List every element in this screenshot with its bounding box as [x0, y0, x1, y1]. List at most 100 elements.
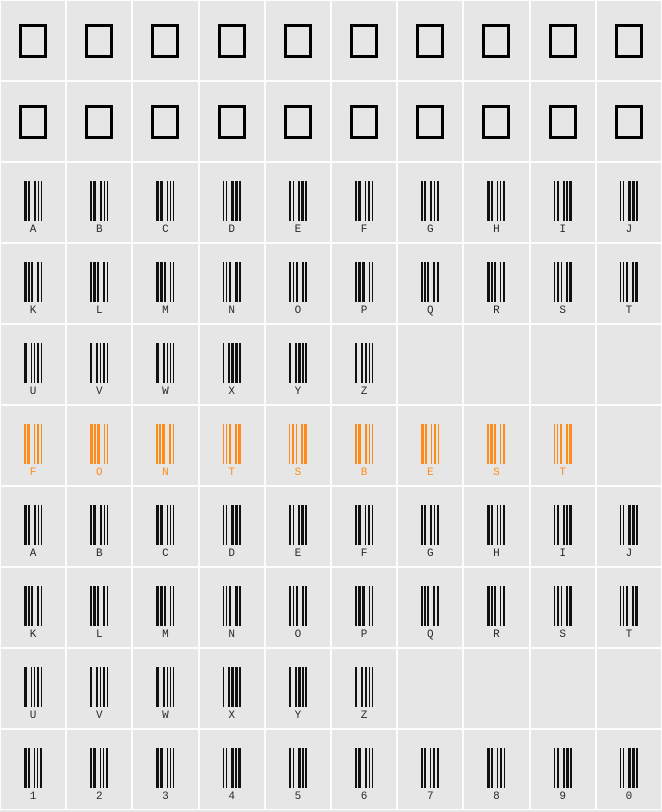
glyph-cell-box: [66, 81, 132, 162]
box-glyph: [151, 105, 179, 139]
glyph-wrap: L: [90, 244, 108, 323]
glyph-wrap: 1: [24, 730, 42, 809]
barcode-glyph: [156, 667, 174, 707]
glyph-wrap: F: [24, 406, 42, 485]
barcode-glyph: [421, 424, 439, 464]
glyph-cell: S: [265, 405, 331, 486]
glyph-cell: F: [331, 162, 397, 243]
glyph-wrap: S: [289, 406, 307, 485]
glyph-wrap: X: [223, 325, 241, 404]
glyph-label: M: [162, 306, 169, 317]
barcode-glyph: [554, 262, 572, 302]
glyph-wrap: E: [289, 163, 307, 242]
glyph-cell: N: [199, 243, 265, 324]
glyph-wrap: R: [487, 244, 505, 323]
barcode-glyph: [355, 667, 373, 707]
glyph-cell: F: [331, 486, 397, 567]
glyph-wrap: G: [421, 487, 439, 566]
barcode-glyph: [223, 424, 241, 464]
glyph-cell: B: [66, 486, 132, 567]
barcode-glyph: [355, 586, 373, 626]
barcode-glyph: [90, 748, 108, 788]
glyph-cell: Q: [397, 567, 463, 648]
glyph-wrap: P: [355, 568, 373, 647]
glyph-cell: 3: [132, 729, 198, 810]
glyph-label: T: [228, 468, 235, 479]
barcode-glyph: [289, 586, 307, 626]
box-glyph: [549, 105, 577, 139]
glyph-cell-empty: [596, 324, 662, 405]
glyph-label: T: [559, 468, 566, 479]
barcode-glyph: [620, 586, 638, 626]
glyph-label: L: [96, 630, 103, 641]
glyph-cell: E: [397, 405, 463, 486]
glyph-wrap: H: [487, 487, 505, 566]
glyph-wrap: 4: [223, 730, 241, 809]
glyph-label: 8: [493, 792, 500, 803]
glyph-wrap: 7: [421, 730, 439, 809]
box-glyph: [350, 105, 378, 139]
box-glyph: [615, 105, 643, 139]
barcode-glyph: [487, 586, 505, 626]
box-glyph: [151, 24, 179, 58]
barcode-glyph: [24, 424, 42, 464]
glyph-cell: N: [199, 567, 265, 648]
glyph-label: R: [493, 306, 500, 317]
glyph-label: D: [228, 225, 235, 236]
glyph-cell: T: [596, 243, 662, 324]
glyph-label: V: [96, 387, 103, 398]
glyph-cell: V: [66, 648, 132, 729]
glyph-cell-box: [265, 0, 331, 81]
glyph-cell: R: [463, 243, 529, 324]
glyph-cell: M: [132, 243, 198, 324]
barcode-glyph: [289, 424, 307, 464]
box-glyph: [482, 105, 510, 139]
glyph-cell: O: [265, 243, 331, 324]
glyph-cell-box: [66, 0, 132, 81]
glyph-wrap: 6: [355, 730, 373, 809]
glyph-label: 9: [559, 792, 566, 803]
glyph-wrap: T: [554, 406, 572, 485]
glyph-wrap: C: [156, 487, 174, 566]
glyph-label: N: [162, 468, 169, 479]
glyph-cell-box: [530, 0, 596, 81]
glyph-wrap: Y: [289, 649, 307, 728]
glyph-label: B: [361, 468, 368, 479]
glyph-label: U: [30, 387, 37, 398]
glyph-cell-empty: [397, 648, 463, 729]
glyph-wrap: Q: [421, 568, 439, 647]
glyph-cell-box: [596, 0, 662, 81]
glyph-label: N: [228, 306, 235, 317]
glyph-wrap: A: [24, 163, 42, 242]
glyph-label: G: [427, 549, 434, 560]
glyph-cell: E: [265, 162, 331, 243]
glyph-cell: D: [199, 486, 265, 567]
glyph-label: P: [361, 630, 368, 641]
barcode-glyph: [223, 505, 241, 545]
glyph-cell: I: [530, 486, 596, 567]
glyph-cell-empty: [463, 324, 529, 405]
glyph-cell: Q: [397, 243, 463, 324]
glyph-label: T: [626, 306, 633, 317]
barcode-glyph: [24, 586, 42, 626]
box-glyph: [19, 105, 47, 139]
glyph-cell: T: [530, 405, 596, 486]
glyph-cell-box: [530, 81, 596, 162]
barcode-glyph: [90, 586, 108, 626]
glyph-label: A: [30, 225, 37, 236]
glyph-label: M: [162, 630, 169, 641]
barcode-glyph: [554, 748, 572, 788]
glyph-label: T: [626, 630, 633, 641]
barcode-glyph: [24, 748, 42, 788]
glyph-label: C: [162, 549, 169, 560]
barcode-glyph: [24, 667, 42, 707]
barcode-glyph: [487, 262, 505, 302]
glyph-wrap: S: [554, 568, 572, 647]
box-glyph: [218, 105, 246, 139]
glyph-wrap: S: [554, 244, 572, 323]
glyph-cell-empty: [463, 648, 529, 729]
glyph-wrap: 8: [487, 730, 505, 809]
glyph-cell: V: [66, 324, 132, 405]
glyph-cell-box: [331, 81, 397, 162]
glyph-wrap: F: [355, 487, 373, 566]
